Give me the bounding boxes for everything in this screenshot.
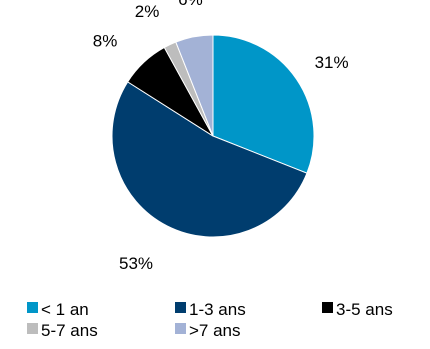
legend-label: 1-3 ans: [189, 300, 246, 319]
pie-slice: [111, 81, 308, 238]
legend-item-5-7-ans: 5-7 ans: [27, 322, 98, 339]
legend-label: 3-5 ans: [336, 300, 393, 319]
legend-swatch: [322, 302, 333, 313]
pie-slice: [175, 34, 214, 137]
legend-label: 5-7 ans: [41, 321, 98, 340]
legend-swatch: [175, 302, 186, 313]
legend-swatch: [27, 302, 38, 313]
slice-percent-label: 31%: [315, 53, 349, 72]
slice-percent-label: 2%: [135, 2, 160, 21]
legend-label: < 1 an: [41, 300, 89, 319]
pie-chart: 31% 53% 8% 2% 6%: [93, 0, 349, 273]
legend-item-3-5-ans: 3-5 ans: [322, 301, 393, 318]
legend-item-gt-7-ans: >7 ans: [175, 322, 241, 339]
legend-item-1-3-ans: 1-3 ans: [175, 301, 246, 318]
slice-percent-label: 53%: [119, 254, 153, 273]
slice-percent-label: 6%: [178, 0, 203, 9]
legend-item-lt-1-an: < 1 an: [27, 301, 89, 318]
legend-swatch: [27, 323, 38, 334]
legend-swatch: [175, 323, 186, 334]
legend-label: >7 ans: [189, 321, 241, 340]
pie-slice: [212, 34, 315, 174]
slice-percent-label: 8%: [93, 31, 118, 50]
